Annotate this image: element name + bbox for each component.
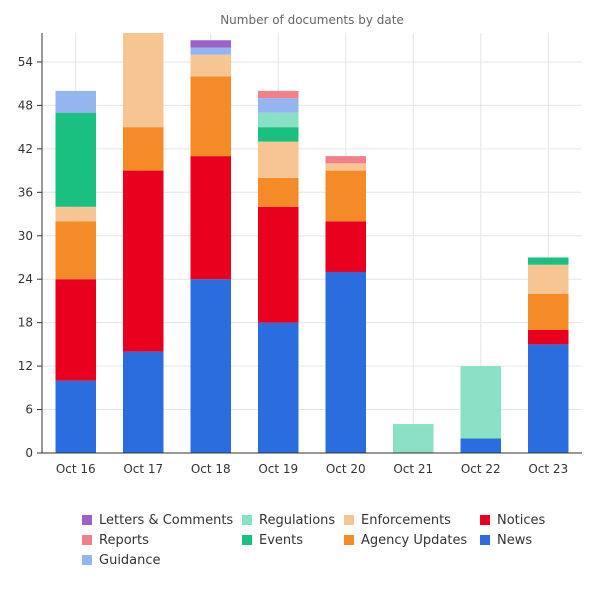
x-tick-label: Oct 18 (191, 462, 231, 476)
bar-segment-news (258, 322, 299, 453)
legend-label: Guidance (99, 552, 161, 568)
x-tick-label: Oct 20 (326, 462, 366, 476)
bar-segment-reports (258, 90, 299, 99)
legend-label: Events (259, 532, 304, 548)
y-tick-label: 12 (18, 359, 33, 373)
x-tick-label: Oct 22 (461, 462, 501, 476)
bar-segment-notices (258, 206, 299, 323)
legend-swatch (480, 515, 490, 525)
legend-swatch (82, 555, 92, 565)
y-tick-label: 6 (25, 403, 33, 417)
x-tick-label: Oct 21 (393, 462, 433, 476)
bar-segment-letters-comments (190, 40, 231, 48)
y-tick-label: 42 (18, 142, 33, 156)
y-tick-label: 36 (18, 185, 33, 199)
legend-label: Regulations (259, 512, 336, 528)
bar-segment-notices (325, 221, 366, 272)
bar-segment-agency-updates (55, 221, 96, 280)
bar-segment-regulations (258, 112, 299, 128)
bar-segment-guidance (55, 90, 96, 113)
y-tick-label: 54 (18, 55, 33, 69)
legend-label: News (497, 532, 533, 548)
x-tick-label: Oct 17 (123, 462, 163, 476)
bar-segment-agency-updates (190, 76, 231, 157)
bar-segment-notices (528, 329, 569, 345)
legend-label: Enforcements (361, 512, 451, 528)
y-tick-label: 48 (18, 98, 33, 112)
legend-label: Letters & Comments (99, 512, 234, 528)
bar-segment-agency-updates (325, 170, 366, 222)
x-tick-label: Oct 19 (258, 462, 298, 476)
bar-segment-agency-updates (123, 127, 164, 171)
bar-segment-agency-updates (258, 177, 299, 207)
legend-item[interactable]: Notices (480, 510, 545, 530)
bar-segment-news (528, 344, 569, 453)
bar-segment-events (528, 257, 569, 265)
legend-swatch (82, 535, 92, 545)
legend-swatch (344, 535, 354, 545)
x-tick-label: Oct 16 (56, 462, 96, 476)
bar-segment-events (55, 112, 96, 207)
bar-segment-enforcements (325, 163, 366, 171)
legend-label: Reports (99, 532, 149, 548)
bar-segment-notices (55, 279, 96, 381)
legend-item[interactable]: Letters & Comments (82, 510, 233, 530)
bar-segment-regulations (460, 366, 501, 439)
y-tick-label: 30 (18, 229, 33, 243)
legend-item[interactable]: Events (242, 530, 303, 550)
legend-item[interactable]: Enforcements (344, 510, 451, 530)
axes: 0 6 12 18 24 30 36 42 48 54 Oct 16 Oct 17 Oct 18 Oct … (18, 33, 582, 476)
legend-label: Agency Updates (361, 532, 468, 548)
chart-title: Number of documents by date (220, 13, 404, 27)
y-tick-label: 18 (18, 316, 33, 330)
bar-segment-reports (325, 156, 366, 164)
bar-segment-events (258, 127, 299, 142)
legend-item[interactable]: Guidance (82, 550, 161, 570)
x-tick-label: Oct 23 (528, 462, 568, 476)
legend-swatch (242, 535, 252, 545)
legend-item[interactable]: Reports (82, 530, 149, 550)
bar-segment-news (55, 380, 96, 453)
bar-segment-guidance (258, 98, 299, 113)
bars (55, 33, 569, 453)
legend-swatch (480, 535, 490, 545)
bar-segment-notices (190, 156, 231, 280)
bar-segment-enforcements (190, 54, 231, 77)
chart-legend: Letters & Comments Regulations Enforcement… (82, 510, 582, 572)
legend-label: Notices (497, 512, 546, 528)
legend-swatch (242, 515, 252, 525)
legend-item[interactable]: Regulations (242, 510, 335, 530)
bar-segment-regulations (393, 424, 434, 453)
bar-segment-enforcements (123, 33, 164, 128)
bar-segment-news (325, 271, 366, 453)
bar-segment-enforcements (528, 264, 569, 294)
legend-item[interactable]: News (480, 530, 532, 550)
bar-segment-guidance (190, 47, 231, 55)
y-tick-label: 24 (18, 272, 33, 286)
bar-segment-agency-updates (528, 293, 569, 330)
bar-segment-news (123, 351, 164, 453)
bar-segment-notices (123, 170, 164, 352)
legend-swatch (344, 515, 354, 525)
y-tick-label: 0 (25, 446, 33, 460)
bar-segment-enforcements (55, 206, 96, 222)
bar-segment-news (190, 279, 231, 453)
bar-segment-news (460, 438, 501, 453)
bar-segment-enforcements (258, 141, 299, 178)
legend-item[interactable]: Agency Updates (344, 530, 467, 550)
legend-swatch (82, 515, 92, 525)
